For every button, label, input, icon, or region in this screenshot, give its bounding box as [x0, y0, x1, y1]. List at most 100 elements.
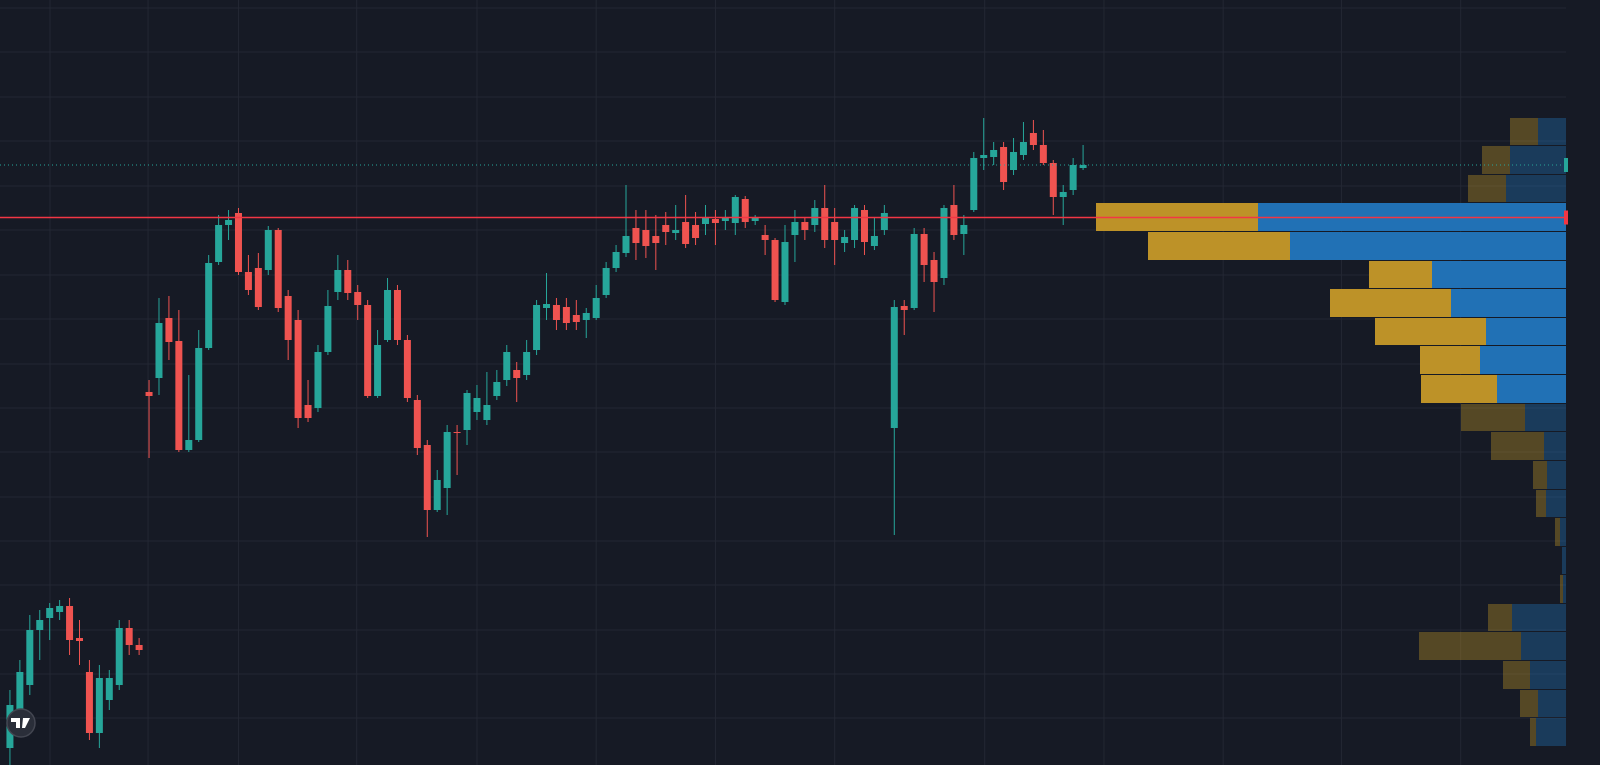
candle-body [652, 236, 660, 243]
candle-body [880, 213, 888, 230]
candle-body [36, 620, 44, 630]
candle-body [860, 210, 868, 242]
candle-body [811, 208, 819, 225]
candle-body [592, 298, 600, 318]
candle-body [334, 270, 342, 292]
candle-body [1019, 142, 1027, 155]
profile-up-bar [1330, 289, 1451, 317]
volume-profile [1096, 118, 1566, 746]
candle-body [423, 445, 431, 510]
candle-body [105, 678, 113, 700]
candle-body [384, 290, 392, 340]
candle-body [145, 392, 153, 396]
candle-body [493, 382, 501, 396]
candle-body [46, 608, 54, 618]
candle-body [930, 260, 938, 282]
profile-down-bar [1560, 518, 1566, 546]
candle-body [125, 628, 133, 645]
logo-glyph [11, 718, 30, 728]
profile-up-bar [1375, 318, 1486, 345]
candle-body [920, 234, 928, 265]
profile-up-bar [1482, 146, 1510, 174]
candle-body [1069, 165, 1077, 190]
candle-body [1010, 152, 1018, 170]
logo [6, 708, 36, 738]
profile-down-bar [1506, 175, 1566, 202]
profile-down-bar [1563, 575, 1566, 603]
profile-down-bar [1521, 632, 1566, 660]
profile-down-bar [1544, 432, 1566, 460]
price-lines [0, 158, 1568, 225]
profile-up-bar [1461, 404, 1525, 431]
candle-body [483, 405, 491, 420]
candle-body [672, 230, 680, 233]
candle-body [562, 307, 570, 323]
candle-body [354, 292, 362, 305]
candle-body [622, 236, 630, 253]
candle-body [602, 268, 610, 295]
candle-body [1029, 133, 1037, 145]
candle-body [175, 341, 183, 450]
candle-body [26, 630, 34, 685]
profile-up-bar [1533, 461, 1547, 489]
candle-body [741, 199, 749, 222]
candle-body [115, 628, 123, 685]
last-price-tag [1564, 158, 1568, 172]
candle-body [711, 219, 719, 223]
candle-body [642, 230, 650, 246]
profile-down-bar [1546, 490, 1566, 517]
profile-up-bar [1421, 375, 1497, 403]
candle-body [821, 208, 829, 240]
candle-body [543, 304, 551, 308]
candle-body [205, 263, 213, 348]
profile-up-bar [1510, 118, 1538, 145]
profile-up-bar [1491, 432, 1544, 460]
candle-body [682, 222, 690, 244]
candle-body [16, 672, 24, 710]
candle-body [582, 313, 590, 320]
logo-badge [6, 708, 36, 738]
profile-up-bar [1555, 518, 1560, 546]
profile-up-bar [1530, 718, 1536, 746]
profile-down-bar [1451, 289, 1566, 317]
candle-body [632, 228, 640, 243]
profile-down-bar [1510, 146, 1566, 174]
candle-body [731, 197, 739, 223]
candle-body [274, 230, 282, 308]
candle-body [662, 225, 670, 232]
candle-body [155, 323, 163, 378]
candle-body [393, 290, 401, 340]
candle-body [1079, 165, 1087, 168]
candle-body [572, 315, 580, 322]
candle-body [791, 222, 799, 235]
candle-body [135, 645, 143, 650]
candle-body [344, 270, 352, 293]
profile-up-bar [1520, 690, 1538, 717]
candle-body [185, 440, 193, 450]
profile-down-bar [1538, 690, 1566, 717]
candle-body [960, 225, 968, 234]
profile-down-bar [1536, 718, 1566, 746]
candle-body [980, 155, 988, 158]
candle-body [1039, 145, 1047, 163]
candle-body [781, 242, 789, 302]
candle-body [215, 225, 223, 262]
candle-body [870, 236, 878, 246]
candle-body [195, 348, 203, 440]
profile-down-bar [1538, 118, 1566, 145]
candle-body [56, 606, 64, 612]
candle-body [970, 158, 978, 210]
profile-up-bar [1503, 661, 1530, 689]
candle-body [801, 222, 809, 230]
candle-body [254, 268, 262, 307]
candle-body [284, 296, 292, 340]
candle-body [761, 235, 769, 240]
candle-body [533, 305, 541, 350]
profile-up-bar [1536, 490, 1546, 517]
candle-body [692, 225, 700, 238]
profile-up-bar [1148, 232, 1290, 260]
candle-body [831, 222, 839, 240]
